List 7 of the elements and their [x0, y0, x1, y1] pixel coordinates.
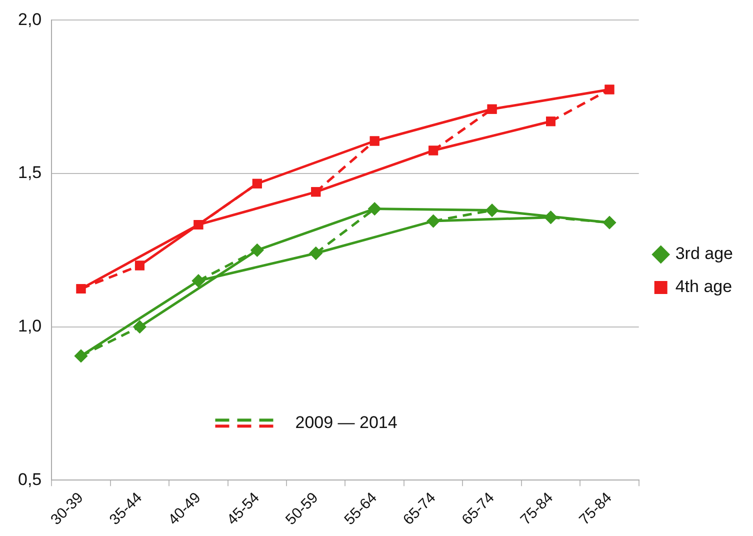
legend-label: 3rd age	[675, 244, 734, 264]
y-tick-label: 2,0	[18, 10, 42, 29]
y-tick-label: 0,5	[18, 470, 42, 489]
y-tick-label: 1,5	[18, 163, 42, 182]
y-tick-label: 1,0	[18, 316, 42, 336]
legend-label: 4th age	[675, 277, 732, 296]
legend-label: 2009 — 2014	[295, 412, 398, 432]
